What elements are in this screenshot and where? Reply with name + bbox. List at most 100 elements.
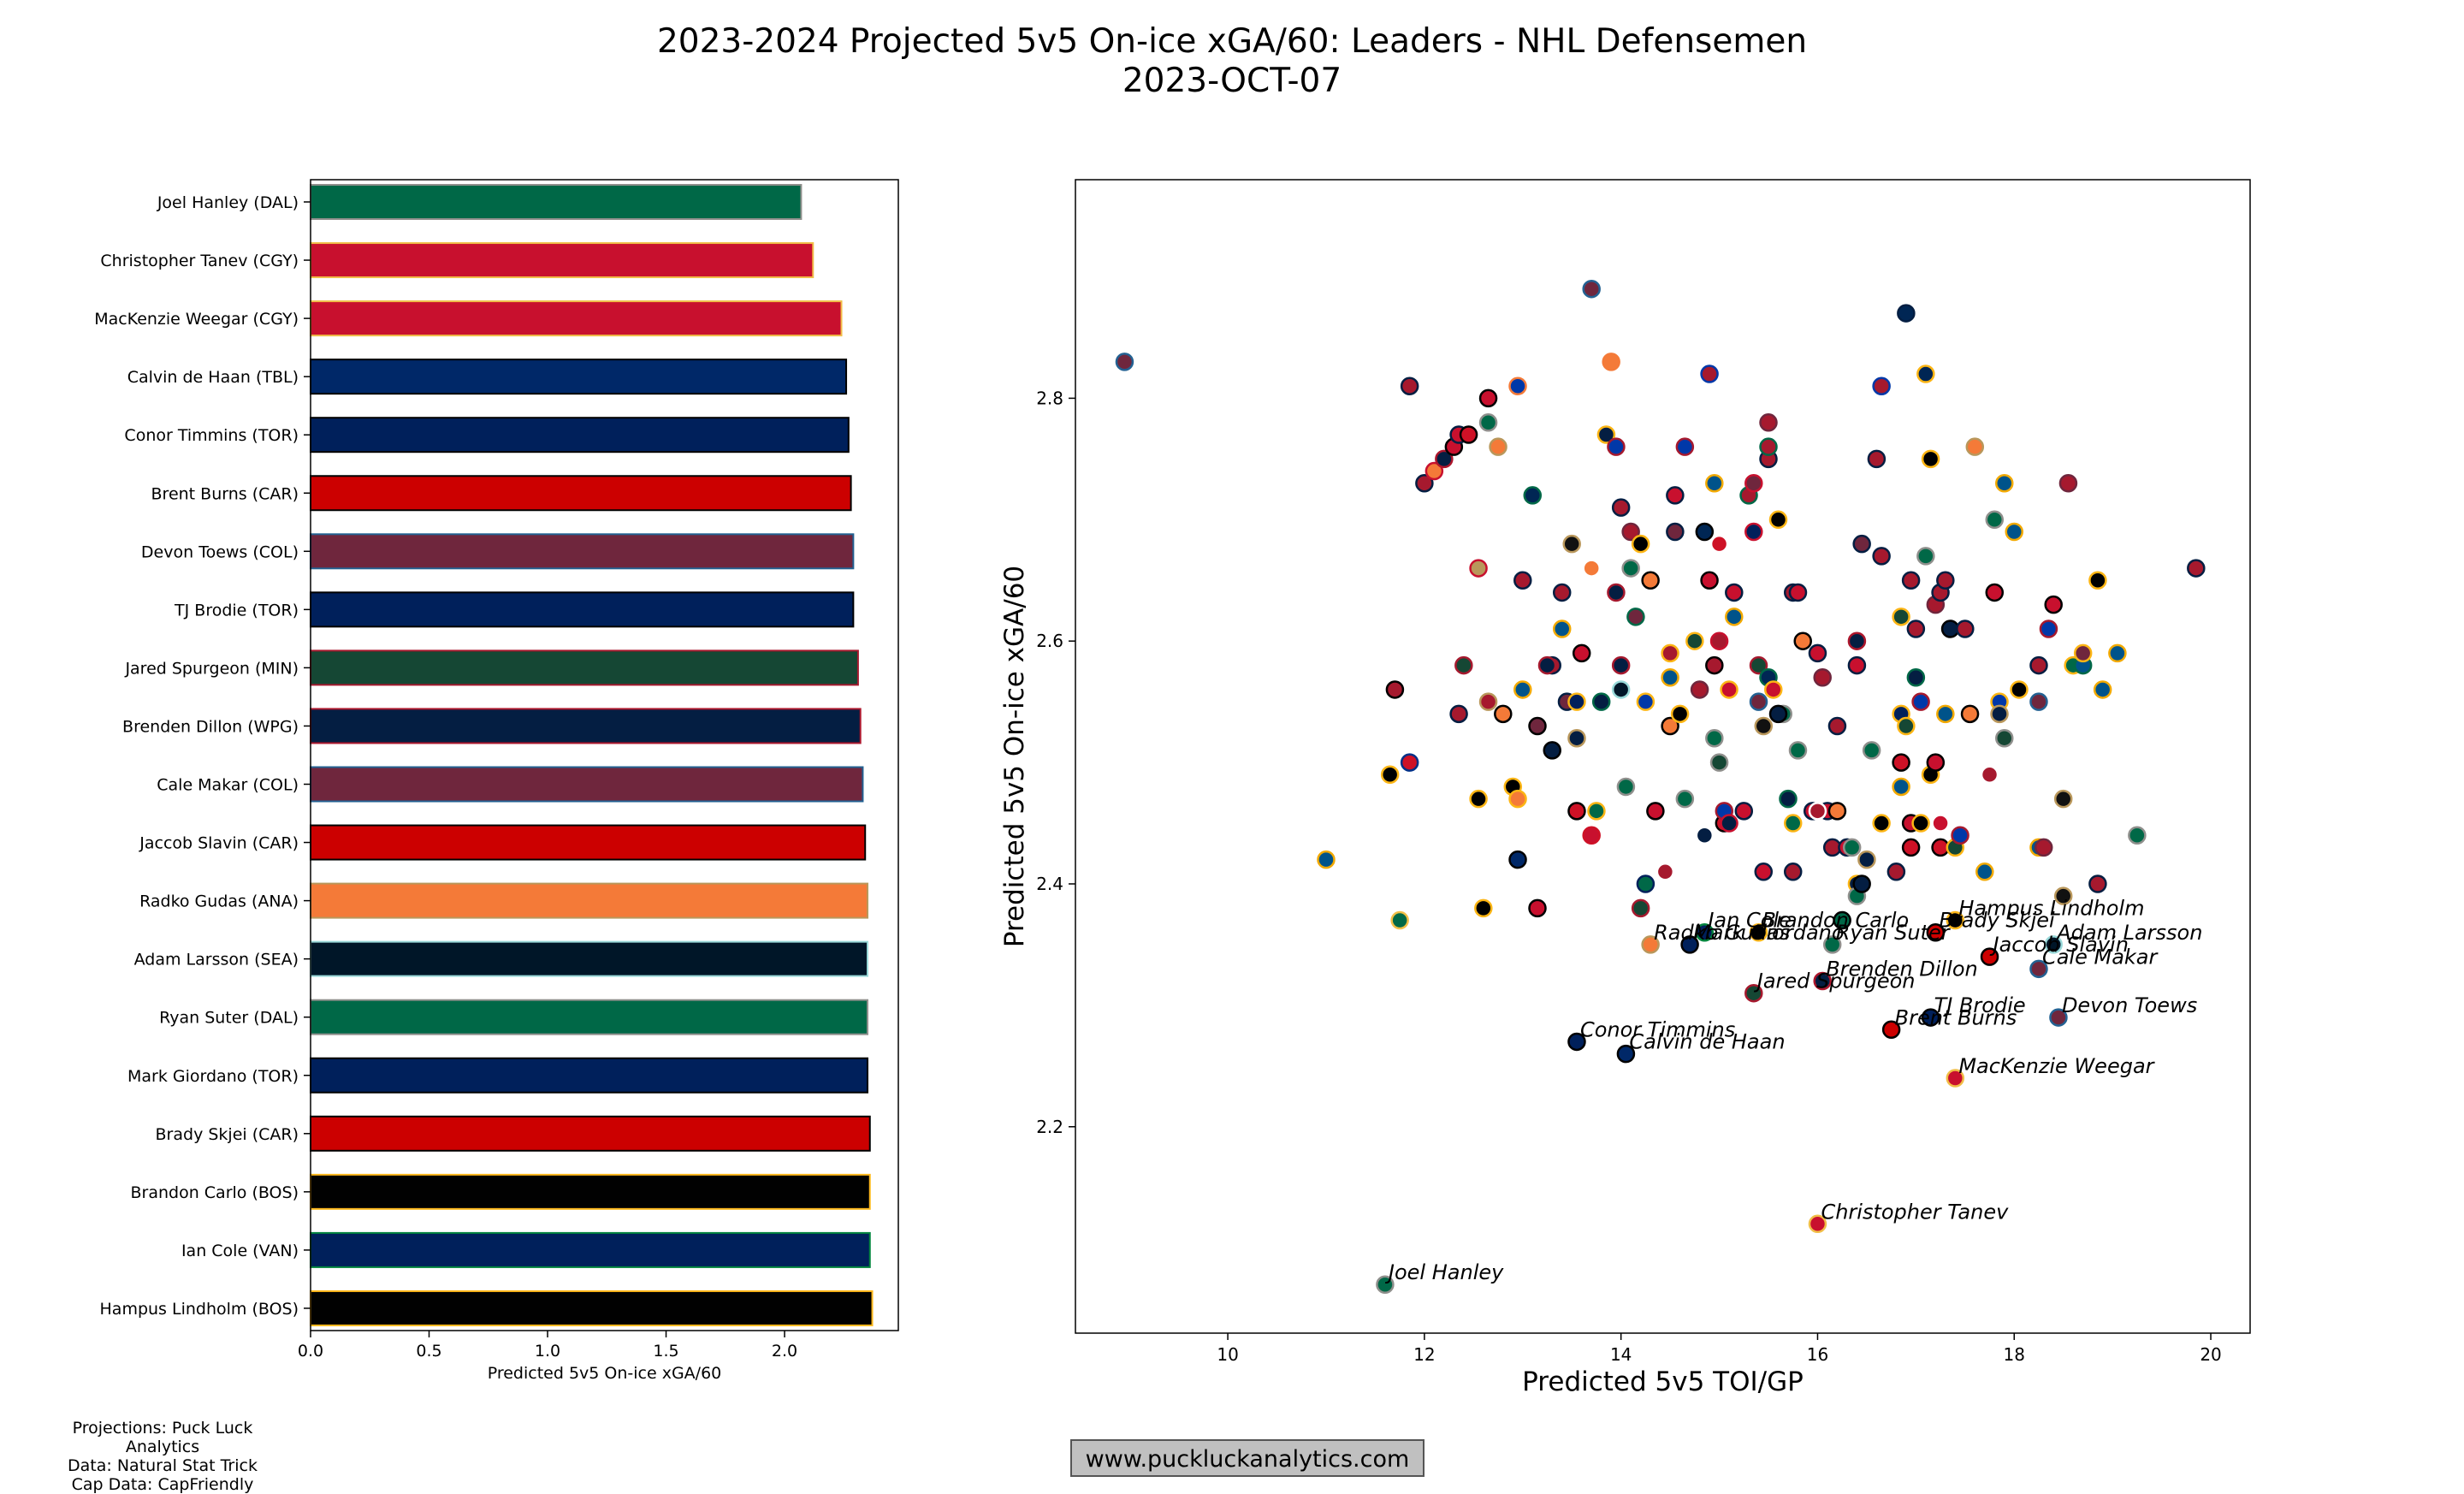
scatter-point — [1587, 802, 1606, 821]
scatter-point-highlight — [2049, 1008, 2068, 1027]
scatter-point — [2108, 643, 2127, 663]
scatter-point — [1607, 437, 1626, 456]
scatter-point — [1552, 620, 1572, 638]
bar — [310, 824, 867, 861]
scatter-point-highlight — [1567, 1032, 1586, 1052]
bar — [310, 1057, 868, 1094]
scatter-point — [1709, 534, 1729, 554]
scatter-point — [1744, 473, 1763, 493]
bar-category-label: MacKenzie Weegar (CGY) — [94, 310, 299, 329]
bar-x-axis-label: Predicted 5v5 On-ice xGA/60 — [488, 1364, 722, 1383]
point-label: Christopher Tanev — [1821, 1200, 2009, 1224]
bar — [310, 649, 859, 686]
scatter-point — [1911, 692, 1930, 711]
bar-category-label: TJ Brodie (TOR) — [174, 601, 299, 620]
bar — [310, 766, 864, 803]
scatter-point — [1695, 522, 1715, 542]
scatter-point — [1400, 753, 1419, 772]
scatter-point-highlight — [1822, 935, 1842, 954]
scatter-point — [1508, 789, 1527, 809]
scatter-point — [1901, 838, 1921, 857]
scatter-point — [1911, 814, 1930, 833]
scatter-point — [1926, 753, 1946, 772]
scatter-point — [1754, 863, 1774, 881]
credit-data: Data: Natural Stat Trick — [68, 1456, 258, 1475]
bar — [310, 475, 852, 512]
credit-projections: Projections: Puck Luck Analytics — [72, 1419, 253, 1456]
website-link[interactable]: www.puckluckanalytics.com — [1070, 1439, 1424, 1477]
scatter-point — [1995, 728, 2014, 748]
bar-plot-frame — [310, 179, 899, 1331]
scatter-point — [1528, 898, 1547, 918]
scatter-point — [1705, 655, 1724, 675]
x-tick-label: 14 — [1610, 1344, 1632, 1365]
scatter-point — [1616, 777, 1636, 797]
scatter-point — [1636, 874, 1656, 893]
scatter-point — [2093, 680, 2112, 699]
scatter-point-highlight — [1616, 1044, 1636, 1064]
scatter-point — [1768, 704, 1788, 724]
scatter-point — [1424, 461, 1444, 481]
bar-category-label: Brenden Dillon (WPG) — [122, 717, 299, 736]
y-tick-label: 2.2 — [1036, 1117, 1063, 1137]
scatter-point — [1813, 668, 1832, 687]
bar-category-label: Cale Makar (COL) — [157, 776, 299, 795]
scatter-point-highlight — [1808, 1214, 1827, 1234]
scatter-point — [1508, 850, 1527, 869]
scatter-point — [1872, 547, 1891, 566]
scatter-point-highlight — [1921, 1008, 1940, 1027]
x-tick-label: 18 — [2004, 1344, 2025, 1365]
scatter-point — [1596, 425, 1616, 444]
scatter-point-highlight — [1641, 935, 1660, 954]
point-label: MacKenzie Weegar — [1958, 1054, 2155, 1078]
bar — [310, 1115, 871, 1152]
scatter-point — [2053, 886, 2073, 905]
scatter-point — [1759, 413, 1778, 432]
bar — [310, 1231, 871, 1268]
scatter-point — [1725, 608, 1744, 626]
scatter-point — [2088, 571, 2107, 590]
bar-category-label: Ian Cole (VAN) — [181, 1242, 299, 1260]
bar-category-label: Christopher Tanev (CGY) — [100, 252, 299, 270]
scatter-point — [1700, 571, 1719, 590]
scatter-point — [1749, 692, 1768, 711]
scatter-point — [1508, 376, 1527, 395]
scatter-point — [1567, 728, 1586, 748]
scatter-chart: Joel Hanley Christopher Tanev MacKenzie We… — [999, 179, 2251, 1397]
point-label: Joel Hanley — [1385, 1260, 1504, 1284]
bar — [310, 184, 803, 220]
scatter-point — [1695, 826, 1715, 845]
scatter-y-axis-label: Predicted 5v5 On-ice xGA/60 — [999, 566, 1030, 947]
bar-category-label: Conor Timmins (TOR) — [124, 426, 299, 445]
scatter-point — [1591, 692, 1611, 711]
scatter-point — [1675, 437, 1695, 456]
point-label: Jared Spurgeon — [1754, 969, 1916, 993]
scatter-point — [1435, 449, 1454, 469]
scatter-point — [1916, 365, 1935, 383]
scatter-point — [1995, 473, 2014, 493]
scatter-point — [1931, 814, 1950, 833]
scatter-point — [1390, 910, 1409, 930]
scatter-point — [1478, 692, 1498, 711]
x-tick-label: 20 — [2200, 1344, 2221, 1365]
scatter-point — [1768, 510, 1788, 530]
scatter-point — [1685, 631, 1704, 650]
scatter-point — [2005, 522, 2024, 542]
scatter-point-highlight — [1813, 971, 1832, 991]
scatter-point — [1827, 716, 1847, 736]
scatter-point — [1720, 814, 1738, 833]
bar — [310, 591, 855, 628]
scatter-point — [1847, 631, 1867, 650]
bar-category-label: Adam Larsson (SEA) — [134, 951, 299, 969]
scatter-point-highlight — [1744, 983, 1763, 1003]
scatter-point — [1631, 898, 1650, 918]
scatter-point — [1892, 608, 1910, 626]
point-label: TJ Brodie — [1934, 993, 2026, 1017]
scatter-point — [1867, 449, 1886, 469]
scatter-point — [1661, 716, 1679, 736]
x-tick-label: 1.0 — [535, 1342, 560, 1361]
bar-category-label: Brent Burns (CAR) — [151, 484, 299, 503]
y-tick-label: 2.8 — [1036, 388, 1063, 408]
scatter-point — [1793, 631, 1812, 650]
scatter-point — [1749, 655, 1768, 675]
